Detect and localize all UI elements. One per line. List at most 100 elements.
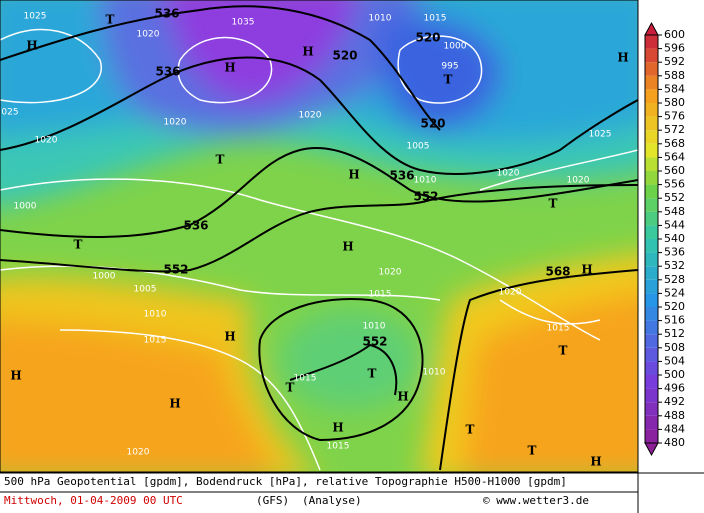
map-label: 1015 xyxy=(327,442,350,452)
map-label: 995 xyxy=(441,62,458,72)
map-label: 536 xyxy=(154,7,179,21)
colorbar-label: 540 xyxy=(664,232,685,245)
colorbar-cap xyxy=(644,442,659,457)
colorbar-band xyxy=(645,116,658,131)
map-label: T xyxy=(549,197,558,211)
map-label: H xyxy=(342,240,353,254)
colorbar-label: 576 xyxy=(664,110,685,123)
map-label: H xyxy=(169,397,180,411)
colorbar-band xyxy=(645,75,658,90)
map-label: 552 xyxy=(163,263,188,277)
colorbar-band xyxy=(645,402,658,416)
colorbar-band xyxy=(645,279,658,294)
map-label: T xyxy=(216,153,225,167)
footer-date: Mittwoch, 01-04-2009 00 UTC xyxy=(4,494,183,507)
colorbar-band xyxy=(645,35,658,49)
map-label: 1020 xyxy=(567,176,590,186)
colorbar-band xyxy=(645,320,658,335)
map-label: 1025 xyxy=(589,130,612,140)
colorbar-band xyxy=(645,89,658,103)
map-label: H xyxy=(26,39,37,53)
colorbar-band xyxy=(645,130,658,144)
map-label: 1015 xyxy=(547,324,570,334)
map-label: H xyxy=(332,421,343,435)
map-label: 1035 xyxy=(232,18,255,28)
map-label: 1020 xyxy=(127,448,150,458)
colorbar-band xyxy=(645,184,658,199)
map-label: T xyxy=(74,238,83,252)
colorbar-band xyxy=(645,429,658,443)
colorbar-band xyxy=(645,198,658,212)
colorbar-label: 532 xyxy=(664,259,685,272)
map-label: H xyxy=(590,455,601,469)
map-label: H xyxy=(224,61,235,75)
map-label: 520 xyxy=(415,31,440,45)
colorbar-band xyxy=(645,361,658,375)
map-label: 536 xyxy=(155,65,180,79)
colorbar-cap xyxy=(644,21,659,36)
map-label: H xyxy=(10,369,21,383)
colorbar-band xyxy=(645,388,658,403)
colorbar-band xyxy=(645,48,658,63)
map-label: T xyxy=(286,381,295,395)
map-label: 1005 xyxy=(134,285,157,295)
map-label: T xyxy=(106,13,115,27)
map-label: T xyxy=(528,444,537,458)
map-label: H xyxy=(302,45,313,59)
map-label: 1010 xyxy=(144,310,167,320)
colorbar-label: 600 xyxy=(664,28,685,41)
map-label: 1025 xyxy=(24,12,47,22)
map-label: 1020 xyxy=(35,136,58,146)
map-label: 520 xyxy=(420,117,445,131)
map-label: H xyxy=(224,330,235,344)
footer-model: (GFS) xyxy=(256,494,289,507)
map-label: 1015 xyxy=(144,336,167,346)
colorbar-band xyxy=(645,143,658,158)
geopotential-contours xyxy=(0,5,638,471)
map-label: T xyxy=(444,73,453,87)
map-label: 1005 xyxy=(407,142,430,152)
colorbar-label: 572 xyxy=(664,123,685,136)
colorbar-label: 524 xyxy=(664,286,685,299)
map-label: 1000 xyxy=(93,272,116,282)
colorbar-label: 500 xyxy=(664,368,685,381)
colorbar-label: 580 xyxy=(664,96,685,109)
map-label: 1010 xyxy=(369,14,392,24)
colorbar-band xyxy=(645,266,658,280)
map-label: 1020 xyxy=(499,288,522,298)
colorbar-label: 496 xyxy=(664,382,685,395)
map-label: 552 xyxy=(362,335,387,349)
map-label: 1010 xyxy=(363,322,386,332)
colorbar-band xyxy=(645,415,658,430)
colorbar-label: 596 xyxy=(664,42,685,55)
colorbar-label: 492 xyxy=(664,395,685,408)
colorbar-band xyxy=(645,103,658,117)
map-label: 1010 xyxy=(423,368,446,378)
map-label: 025 xyxy=(1,108,18,118)
map-label: 536 xyxy=(389,169,414,183)
colorbar-label: 484 xyxy=(664,422,685,435)
colorbar-band xyxy=(645,157,658,171)
colorbar-label: 556 xyxy=(664,178,685,191)
map-label: 1015 xyxy=(424,14,447,24)
colorbar-label: 488 xyxy=(664,409,685,422)
colorbar-label: 544 xyxy=(664,218,685,231)
colorbar-label: 564 xyxy=(664,150,685,163)
map-label: 1010 xyxy=(414,176,437,186)
map-label: T xyxy=(368,367,377,381)
colorbar-band xyxy=(645,171,658,185)
map-label: 552 xyxy=(413,190,438,204)
map-field xyxy=(0,0,638,472)
colorbar-label: 592 xyxy=(664,55,685,68)
map-label: 1000 xyxy=(14,202,37,212)
footer-copyright: © www.wetter3.de xyxy=(483,494,589,507)
colorbar-label: 480 xyxy=(664,436,685,449)
map-label: H xyxy=(348,168,359,182)
colorbar-label: 504 xyxy=(664,354,685,367)
map-label: T xyxy=(559,344,568,358)
colorbar-band xyxy=(645,375,658,389)
colorbar-band xyxy=(645,347,658,362)
footer-kind: (Analyse) xyxy=(302,494,362,507)
